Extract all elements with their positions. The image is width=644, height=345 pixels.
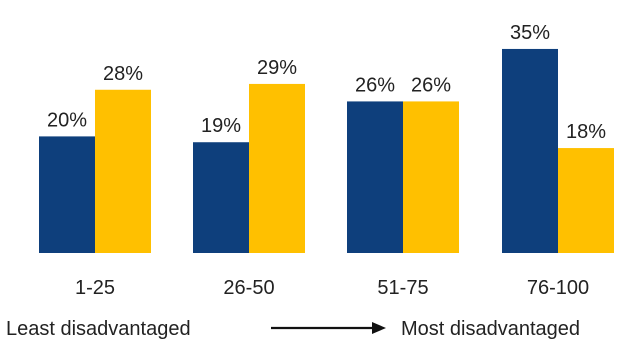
category-label-26-50: 26-50 [223,277,274,299]
value-label-26-50-series-1: 19% [201,115,241,137]
value-labels-layer: 20% 28% 19% 29% 26% 26% 35% 18% [47,22,606,143]
bar-51-75-series-2 [403,101,459,253]
value-label-51-75-series-2: 26% [411,74,451,96]
category-label-76-100: 76-100 [527,277,589,299]
least-disadvantaged-label: Least disadvantaged [6,318,191,340]
value-label-1-25-series-1: 20% [47,109,87,131]
value-label-51-75-series-1: 26% [355,74,395,96]
arrow-icon [271,322,386,334]
value-label-76-100-series-1: 35% [510,22,550,44]
bar-26-50-series-2 [249,83,305,254]
most-disadvantaged-label: Most disadvantaged [401,318,580,340]
bar-76-100-series-2 [558,148,614,253]
bar-51-75-series-1 [347,101,403,253]
bar-1-25-series-1 [39,136,95,253]
bars-layer [39,48,614,254]
value-label-76-100-series-2: 18% [566,121,606,143]
category-label-51-75: 51-75 [377,277,428,299]
value-label-26-50-series-2: 29% [257,57,297,79]
bar-26-50-series-1 [193,142,249,253]
category-labels-layer: 1-25 26-50 51-75 76-100 [75,277,589,299]
category-label-1-25: 1-25 [75,277,115,299]
bar-76-100-series-1 [502,48,558,254]
bar-1-25-series-2 [95,89,151,253]
value-label-1-25-series-2: 28% [103,63,143,85]
